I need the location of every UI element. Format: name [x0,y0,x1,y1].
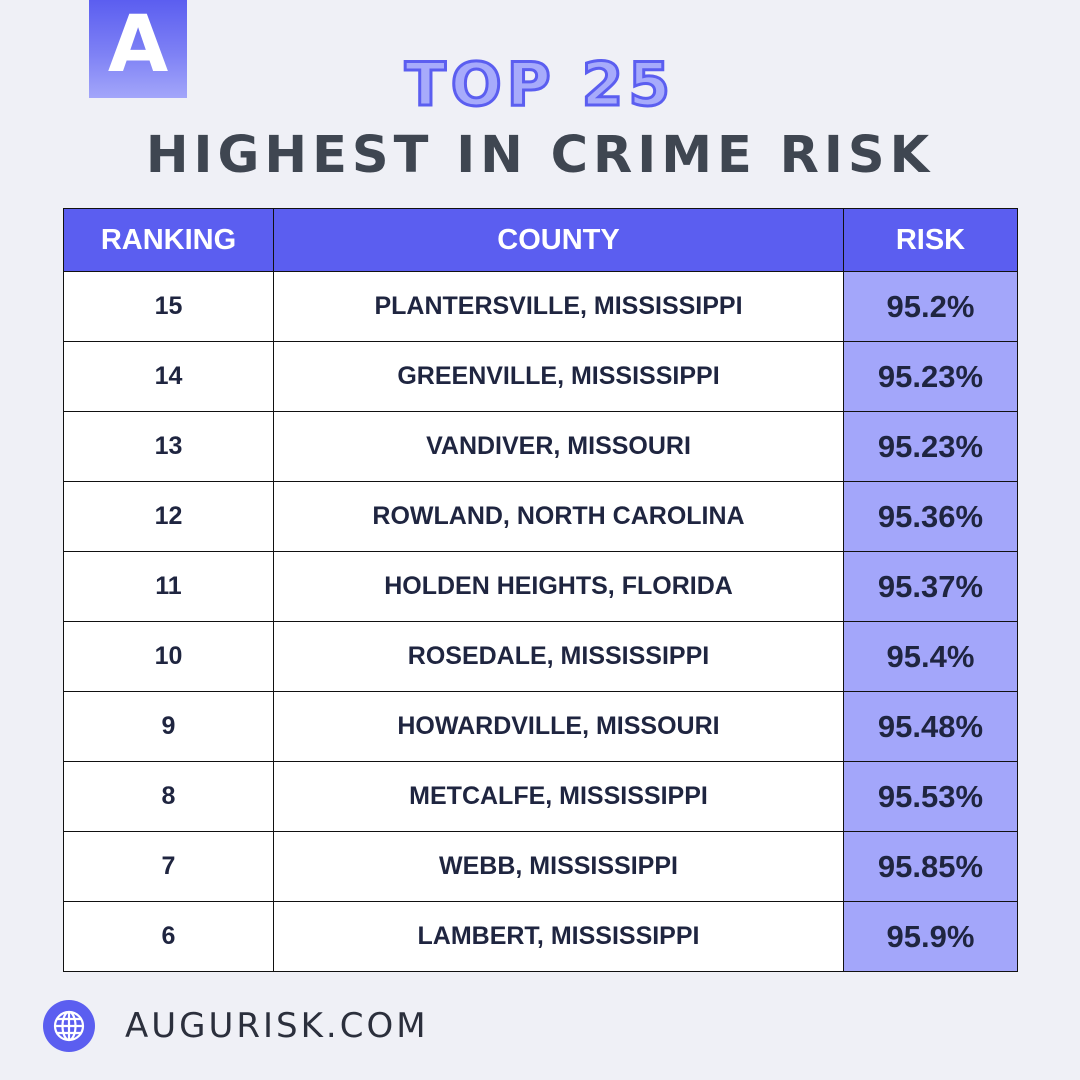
risk-cell: 95.85% [843,831,1018,902]
rank-cell: 11 [63,551,274,622]
rank-cell: 13 [63,411,274,482]
rank-cell: 12 [63,481,274,552]
table-row: 13 VANDIVER, MISSOURI 95.23% [63,411,1018,482]
rank-cell: 10 [63,621,274,692]
table-row: 6 LAMBERT, MISSISSIPPI 95.9% [63,901,1018,972]
county-cell: GREENVILLE, MISSISSIPPI [273,341,844,412]
table-body: 15 PLANTERSVILLE, MISSISSIPPI 95.2% 14 GREEN… [63,271,1018,972]
table-row: 10 ROSEDALE, MISSISSIPPI 95.4% [63,621,1018,692]
county-cell: METCALFE, MISSISSIPPI [273,761,844,832]
column-header-county: COUNTY [273,208,844,272]
table-row: 12 ROWLAND, NORTH CAROLINA 95.36% [63,481,1018,552]
county-cell: LAMBERT, MISSISSIPPI [273,901,844,972]
brand-logo: A [89,0,187,98]
rank-cell: 6 [63,901,274,972]
table-row: 15 PLANTERSVILLE, MISSISSIPPI 95.2% [63,271,1018,342]
rank-cell: 14 [63,341,274,412]
county-cell: PLANTERSVILLE, MISSISSIPPI [273,271,844,342]
risk-cell: 95.2% [843,271,1018,342]
table-header-row: RANKING COUNTY RISK [63,208,1018,272]
page-title: TOP 25 [403,50,676,120]
column-header-risk: RISK [843,208,1018,272]
risk-cell: 95.37% [843,551,1018,622]
rank-cell: 8 [63,761,274,832]
county-cell: VANDIVER, MISSOURI [273,411,844,482]
risk-cell: 95.4% [843,621,1018,692]
county-cell: ROSEDALE, MISSISSIPPI [273,621,844,692]
county-cell: HOWARDVILLE, MISSOURI [273,691,844,762]
footer: AUGURISK.COM [43,1000,429,1052]
risk-cell: 95.9% [843,901,1018,972]
county-cell: HOLDEN HEIGHTS, FLORIDA [273,551,844,622]
globe-icon [43,1000,95,1052]
ranking-table: RANKING COUNTY RISK 15 PLANTERSVILLE, MIS… [63,208,1018,972]
rank-cell: 7 [63,831,274,902]
rank-cell: 15 [63,271,274,342]
risk-cell: 95.36% [843,481,1018,552]
table-row: 7 WEBB, MISSISSIPPI 95.85% [63,831,1018,902]
rank-cell: 9 [63,691,274,762]
table-row: 8 METCALFE, MISSISSIPPI 95.53% [63,761,1018,832]
risk-cell: 95.53% [843,761,1018,832]
county-cell: WEBB, MISSISSIPPI [273,831,844,902]
website-link[interactable]: AUGURISK.COM [125,1006,429,1046]
brand-logo-letter: A [107,0,169,90]
table-row: 9 HOWARDVILLE, MISSOURI 95.48% [63,691,1018,762]
column-header-ranking: RANKING [63,208,274,272]
table-row: 14 GREENVILLE, MISSISSIPPI 95.23% [63,341,1018,412]
risk-cell: 95.48% [843,691,1018,762]
risk-cell: 95.23% [843,411,1018,482]
county-cell: ROWLAND, NORTH CAROLINA [273,481,844,552]
table-row: 11 HOLDEN HEIGHTS, FLORIDA 95.37% [63,551,1018,622]
risk-cell: 95.23% [843,341,1018,412]
page-subtitle: HIGHEST IN CRIME RISK [145,126,935,185]
